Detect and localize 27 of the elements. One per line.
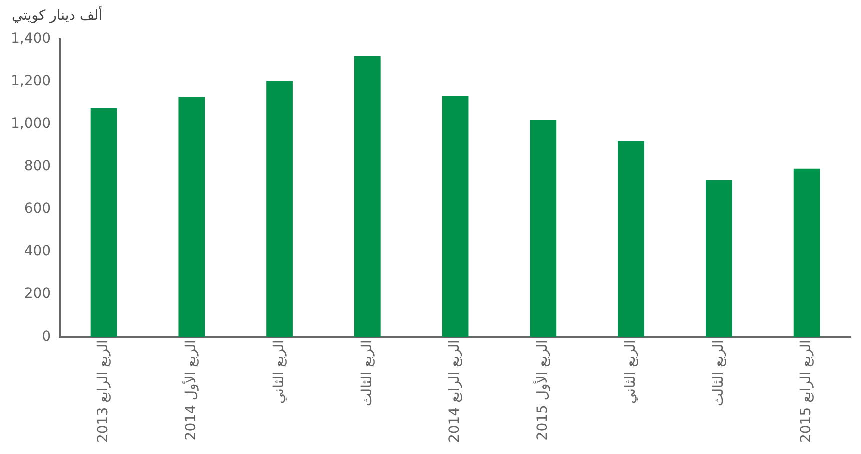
x-tick-label: الربع الثاني bbox=[622, 340, 639, 404]
bar bbox=[90, 108, 118, 338]
x-tick-label: الربع الثالث bbox=[359, 340, 376, 406]
x-tick-label: الربع الرابع 2013 bbox=[96, 340, 112, 444]
y-tick-label: 1,200 bbox=[10, 74, 52, 90]
y-tick-label: 400 bbox=[24, 244, 52, 260]
x-tick-label: الربع الثاني bbox=[271, 340, 288, 404]
x-tick-label: الربع الثالث bbox=[710, 340, 727, 406]
bar bbox=[354, 56, 381, 338]
y-tick-label: 1,400 bbox=[10, 31, 52, 48]
x-tick-label: الربع الأول 2014 bbox=[182, 340, 200, 441]
y-tick-label: 600 bbox=[24, 201, 52, 218]
y-tick-label: 800 bbox=[24, 158, 52, 175]
y-tick-label: 200 bbox=[24, 286, 52, 302]
bar bbox=[706, 180, 732, 338]
bar bbox=[530, 120, 557, 338]
bar bbox=[178, 97, 206, 338]
y-tick-label: 0 bbox=[42, 328, 52, 345]
bar bbox=[794, 168, 820, 338]
y-tick-label: 1,000 bbox=[10, 116, 52, 132]
bar bbox=[266, 81, 293, 338]
bar bbox=[442, 96, 469, 338]
x-tick-label: الربع الرابع 2015 bbox=[798, 340, 815, 444]
x-tick-label: الربع الرابع 2014 bbox=[447, 340, 464, 444]
y-axis-title: ألف دينار كويتي bbox=[11, 8, 104, 26]
x-tick-label: الربع الأول 2015 bbox=[533, 340, 552, 441]
bar bbox=[618, 141, 644, 338]
